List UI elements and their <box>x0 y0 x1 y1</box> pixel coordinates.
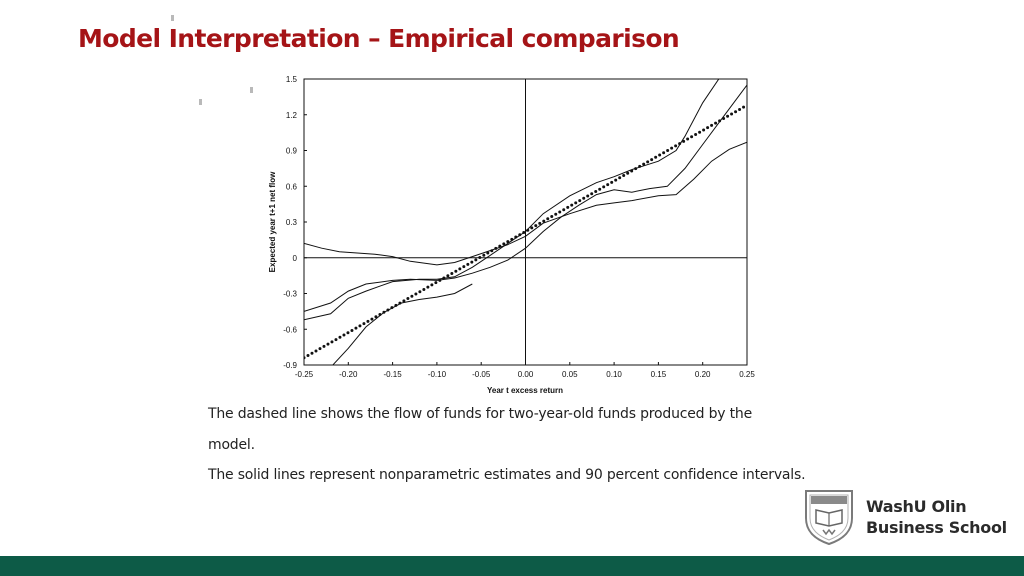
y-tick-label: 0.9 <box>286 147 298 156</box>
x-tick-label: -0.25 <box>295 370 314 379</box>
nonparametric-estimate-line-1 <box>304 84 747 312</box>
y-tick-label: 0.6 <box>286 182 298 191</box>
shield-book-icon <box>805 490 853 546</box>
x-tick-label: 0.10 <box>606 370 622 379</box>
y-tick-label: 1.5 <box>286 75 298 84</box>
nonparametric-estimate-line-4 <box>332 283 473 365</box>
logo-line-2: Business School <box>866 518 1007 537</box>
caption-line-2: model. <box>208 437 255 453</box>
caption-line-3: The solid lines represent nonparametric … <box>208 467 806 483</box>
nonparametric-estimate-line-3 <box>304 141 747 266</box>
y-tick-label: -0.9 <box>283 361 297 370</box>
decor-mark <box>171 15 174 21</box>
y-tick-label: 1.2 <box>286 111 298 120</box>
y-tick-label: 0.3 <box>286 218 298 227</box>
decor-mark <box>199 99 202 105</box>
x-tick-label: 0.20 <box>695 370 711 379</box>
x-axis-label: Year t excess return <box>487 386 563 395</box>
x-tick-label: -0.10 <box>428 370 447 379</box>
y-tick-label: -0.6 <box>283 325 297 334</box>
decor-mark <box>250 87 253 93</box>
logo-line-1: WashU Olin <box>866 497 967 516</box>
footer-bar <box>0 556 1024 576</box>
x-tick-label: -0.15 <box>383 370 402 379</box>
logo-wordmark: WashU Olin Business School <box>866 496 1007 538</box>
x-tick-label: 0.25 <box>739 370 755 379</box>
flow-performance-chart: -0.25 -0.20 -0.15 -0.10 -0.05 0.00 0.05 0.10 0.1… <box>268 75 755 395</box>
x-tick-label: 0.05 <box>562 370 578 379</box>
x-tick-label: 0.00 <box>518 370 534 379</box>
y-tick-label: -0.3 <box>283 290 297 299</box>
y-tick-label: 0 <box>293 254 298 263</box>
x-tick-label: -0.20 <box>339 370 358 379</box>
caption-line-1: The dashed line shows the flow of funds … <box>208 406 752 422</box>
y-axis-label: Expected year t+1 net flow <box>268 171 277 272</box>
x-tick-label: -0.05 <box>472 370 491 379</box>
slide-title: Model Interpretation – Empirical compari… <box>78 24 680 53</box>
nonparametric-estimate-line-2 <box>304 79 720 321</box>
x-tick-label: 0.15 <box>651 370 667 379</box>
